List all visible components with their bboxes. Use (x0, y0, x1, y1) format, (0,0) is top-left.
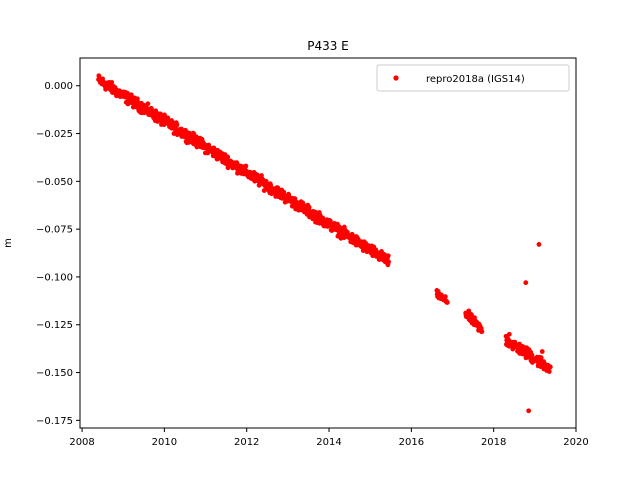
chart-title: P433 E (307, 39, 349, 53)
data-point (523, 280, 529, 286)
y-axis: 0.000 −0.025 −0.050 −0.075 −0.100 −0.125 −0.15… (36, 81, 80, 427)
data-point (306, 204, 312, 210)
legend-box (376, 64, 570, 92)
x-tick-label: 2016 (399, 437, 424, 448)
x-tick-label: 2020 (563, 437, 588, 448)
data-point (547, 364, 553, 370)
data-point (469, 312, 474, 318)
data-point (225, 154, 231, 160)
data-point (442, 294, 448, 300)
data-point (506, 331, 512, 337)
data-point (479, 329, 485, 334)
axes-frame (79, 57, 577, 429)
data-point (174, 122, 180, 128)
y-tick-label: −0.175 (36, 416, 73, 427)
data-point (125, 90, 130, 96)
x-tick-label: 2010 (152, 437, 177, 448)
y-axis-label: m (3, 238, 14, 248)
data-point (536, 242, 542, 247)
data-point (444, 300, 450, 305)
y-tick-label: −0.050 (36, 177, 73, 188)
legend-marker (393, 75, 399, 81)
data-point (385, 253, 391, 259)
data-point (538, 355, 544, 361)
y-tick-label: −0.075 (36, 225, 73, 236)
y-tick-label: −0.100 (36, 272, 73, 283)
data-point (320, 215, 326, 221)
data-points (96, 73, 553, 414)
y-tick-label: −0.025 (36, 129, 73, 140)
data-point (193, 134, 199, 140)
data-point (243, 163, 249, 169)
legend-label: repro2018a (IGS14) (426, 74, 525, 85)
data-point (546, 369, 552, 374)
x-tick-label: 2012 (234, 437, 259, 448)
x-tick-label: 2014 (316, 437, 341, 448)
data-point (526, 408, 532, 414)
x-tick-label: 2018 (481, 437, 506, 448)
x-axis: 2008 2010 2012 2014 2016 2018 2020 (69, 428, 589, 448)
x-tick-label: 2008 (69, 437, 94, 448)
data-point (386, 259, 391, 265)
data-point (109, 79, 115, 85)
legend: repro2018a (IGS14) (376, 64, 570, 92)
data-point (165, 115, 171, 121)
data-point (281, 189, 287, 195)
y-tick-label: −0.125 (36, 320, 73, 331)
y-tick-label: 0.000 (44, 81, 73, 92)
data-point (539, 349, 545, 354)
data-point (135, 96, 140, 102)
data-point (145, 101, 151, 107)
y-tick-label: −0.150 (36, 368, 73, 379)
